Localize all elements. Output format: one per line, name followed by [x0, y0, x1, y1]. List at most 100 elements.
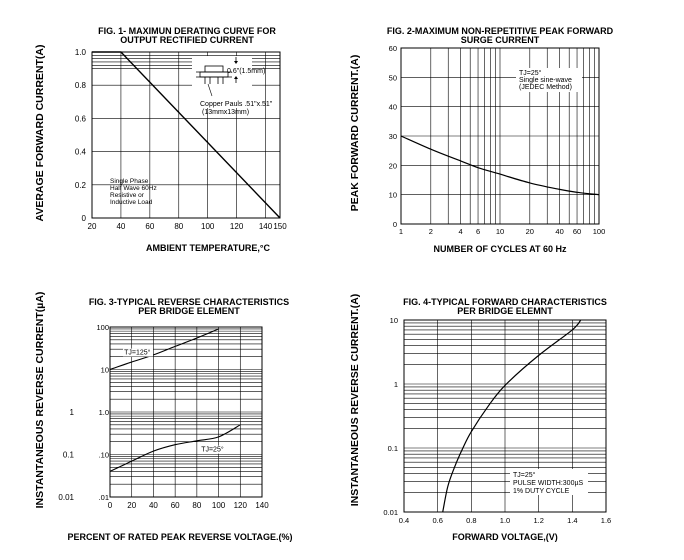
fig4-note-line3: 1% DUTY CYCLE	[513, 488, 570, 495]
fig2-x-axis-label: NUMBER OF CYCLES AT 60 Hz	[433, 244, 567, 254]
fig2-note-line1: TJ=25°	[519, 69, 542, 77]
fig1-component-drawing	[192, 56, 252, 108]
fig2-note-line2: Single sine-wave	[519, 77, 572, 84]
fig1-x-tick: 140	[259, 222, 273, 231]
fig1-note-line1: Single Phase	[110, 178, 149, 185]
fig2-x-tick: 6	[476, 227, 480, 236]
fig2-y-tick: 0	[393, 220, 397, 229]
fig2-x-tick: 40	[555, 227, 563, 236]
fig4-x-tick: 0.8	[466, 516, 476, 525]
fig4-y-tick: 10	[390, 316, 398, 325]
fig4-y-tick: 1	[394, 380, 398, 389]
fig2-y-tick: 20	[389, 161, 397, 170]
fig4-x-tick: 0.6	[432, 516, 442, 525]
fig2-y-tick: 40	[389, 103, 397, 112]
fig3-series-label-25: TJ=25°	[200, 445, 228, 454]
fig1-y-tick: 0.2	[75, 181, 87, 190]
fig1-x-tick: 20	[88, 222, 97, 231]
fig1-x-tick: 60	[145, 222, 154, 231]
fig4-series-line	[442, 319, 582, 513]
fig3-title-line2: PER BRIDGE ELEMENT	[138, 306, 240, 316]
fig1-pad-label-line2: (13mmx13mm)	[202, 109, 249, 116]
fig2-x-tick: 60	[573, 227, 581, 236]
fig1-y-tick: 1.0	[75, 48, 87, 57]
fig3-y-axis-label: INSTANTANEOUS REVERSE CURRENT(µA)	[34, 292, 46, 509]
fig1-x-tick: 100	[201, 222, 215, 231]
fig3-x-tick: 20	[127, 501, 136, 510]
fig1-note-line4: Inductive Load	[110, 199, 153, 206]
fig4-plot-frame	[403, 319, 607, 513]
fig3-x-tick: 140	[255, 501, 269, 510]
fig1-title-line2: OUTPUT RECTIFIED CURRENT	[120, 35, 254, 45]
fig3-y-tick: 10	[101, 366, 109, 375]
fig4-x-tick: 0.4	[399, 516, 409, 525]
fig3-x-tick: 60	[171, 501, 180, 510]
fig4-x-tick: 1.4	[567, 516, 577, 525]
fig1-plot-frame	[91, 51, 281, 219]
fig1-note-line3: Resistive or	[110, 192, 145, 199]
fig4-title-line2: PER BRIDGE ELEMNT	[457, 306, 553, 316]
fig3-series-label-125: TJ=125°	[123, 348, 154, 357]
fig3-series-line-2	[109, 424, 241, 472]
fig2-note-line3: (JEDEC Method)	[519, 84, 572, 91]
fig3-y-tick: .01	[99, 493, 109, 502]
fig4-y-tick: 0.01	[383, 508, 398, 517]
fig1-y-axis-label: AVERAGE FORWARD CURRENT(A)	[34, 45, 46, 222]
fig2-y-tick: 30	[389, 132, 397, 141]
fig4-x-tick: 1.6	[601, 516, 611, 525]
fig1-series-line	[92, 51, 281, 219]
fig3-grid	[109, 326, 263, 498]
fig4-note-line1: TJ=25°	[513, 471, 536, 479]
fig3-y-tick: 100	[96, 323, 109, 332]
fig1-pad-label-line1: Copper Pauls .51"x.51"	[200, 101, 273, 108]
fig1-x-tick: 40	[116, 222, 125, 231]
fig4-x-tick: 1.0	[500, 516, 510, 525]
fig3-x-tick: 120	[234, 501, 248, 510]
fig3-y-tick: .10	[99, 451, 109, 460]
fig1-x-axis-label: AMBIENT TEMPERATURE,°C	[146, 243, 270, 253]
fig4-note-line2: PULSE WIDTH:300µS	[513, 480, 583, 487]
fig3-plot-frame	[109, 326, 263, 498]
fig3-y-outer-tick: 1	[70, 408, 75, 417]
fig4-y-axis-label: INSTANTANEOUS REVERSE CURRENT.(A)	[349, 294, 361, 507]
fig3-x-tick: 0	[108, 501, 113, 510]
fig3-series-name-25: TJ=25°	[201, 446, 224, 454]
fig3-y-outer-tick: 0.01	[58, 493, 74, 502]
fig1-dim-label: 0.6"(1.5mm)	[227, 68, 265, 75]
fig1-x-tick: 80	[174, 222, 183, 231]
fig3-reverse-chart: FIG. 3-TYPICAL REVERSE CHARACTERISTICS P…	[34, 292, 293, 542]
fig2-x-tick: 100	[593, 227, 606, 236]
fig1-y-tick: 0.8	[75, 81, 87, 90]
fig4-forward-chart: FIG. 4-TYPICAL FORWARD CHARACTERISTICS P…	[349, 294, 611, 542]
fig3-x-tick: 100	[212, 501, 226, 510]
fig2-x-tick: 20	[526, 227, 534, 236]
fig3-series-line-1	[109, 328, 219, 371]
fig4-y-tick: 0.1	[388, 444, 398, 453]
fig3-series-name-125: TJ=125°	[124, 349, 151, 357]
fig1-note-line2: Half Wave 60Hz	[110, 185, 157, 192]
fig2-x-tick: 10	[496, 227, 504, 236]
fig3-y-tick: 1.0	[99, 408, 109, 417]
fig1-y-tick: 0.4	[75, 148, 87, 157]
fig2-surge-chart: FIG. 2-MAXIMUM NON-REPETITIVE PEAK FORWA…	[349, 26, 614, 254]
fig1-x-tick: 120	[230, 222, 244, 231]
fig2-x-tick: 2	[429, 227, 433, 236]
fig1-title-line1: FIG. 1- MAXIMUN DERATING CURVE FOR	[98, 26, 276, 36]
fig2-title-line1: FIG. 2-MAXIMUM NON-REPETITIVE PEAK FORWA…	[387, 26, 614, 36]
fig4-x-tick: 1.2	[533, 516, 543, 525]
fig3-x-tick: 80	[192, 501, 201, 510]
fig3-label-bg	[200, 445, 228, 454]
fig2-title-line2: SURGE CURRENT	[461, 35, 540, 45]
fig2-y-tick: 10	[389, 191, 397, 200]
fig2-y-tick: 60	[389, 44, 397, 53]
fig1-y-tick: 0.6	[75, 114, 87, 123]
fig3-label-bg	[123, 348, 154, 357]
fig4-x-axis-label: FORWARD VOLTAGE,(V)	[452, 532, 558, 542]
fig3-x-tick: 40	[149, 501, 158, 510]
fig3-y-outer-tick: 0.1	[63, 451, 75, 460]
fig1-y-tick: 0	[82, 214, 87, 223]
fig2-y-tick: 50	[389, 73, 397, 82]
fig1-x-tick: 150	[273, 222, 287, 231]
fig2-x-tick: 1	[399, 227, 403, 236]
fig2-series-line	[400, 135, 600, 196]
